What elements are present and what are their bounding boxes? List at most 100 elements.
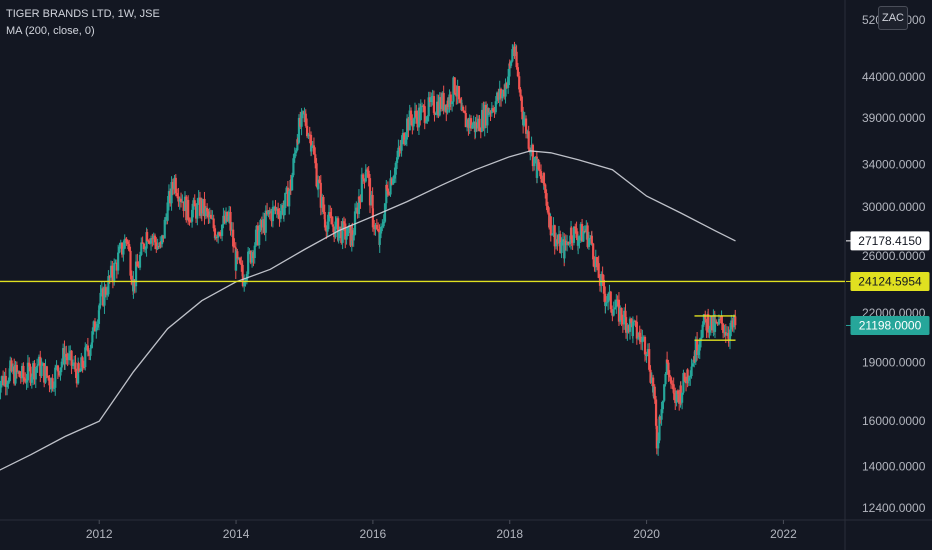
candle-body	[406, 118, 409, 133]
candle-body	[433, 112, 436, 115]
candle-body	[553, 225, 556, 247]
candle-body	[607, 293, 610, 303]
candle-body	[556, 242, 559, 244]
currency-button[interactable]: ZAC	[878, 6, 908, 30]
candle-body	[254, 229, 258, 246]
candle-body	[434, 114, 437, 116]
candle-body	[198, 197, 202, 216]
candle-body	[360, 174, 363, 202]
candle-body	[109, 265, 113, 278]
price-label-level: 24124.5954	[858, 274, 922, 288]
candle-body	[107, 276, 110, 295]
candle-body	[672, 392, 676, 394]
candle-body	[294, 150, 298, 154]
candle-body	[260, 220, 263, 228]
candle-body	[653, 386, 656, 400]
candle-body	[475, 122, 478, 129]
candle-body	[645, 354, 648, 357]
candle-body	[624, 310, 627, 318]
candle-body	[224, 211, 228, 223]
candle-body	[326, 221, 329, 232]
candle-body	[546, 205, 549, 213]
candle-body	[652, 386, 655, 393]
y-tick-label: 16000.0000	[862, 414, 926, 428]
candle-body	[306, 125, 309, 137]
candle-body	[637, 337, 640, 339]
candle-body	[147, 240, 150, 242]
candle-body	[431, 96, 434, 98]
candle-body	[549, 216, 552, 236]
candle-body	[156, 246, 159, 250]
candle-body	[119, 242, 122, 247]
candle-body	[208, 214, 211, 218]
candle-body	[67, 353, 71, 361]
candle-body	[300, 112, 303, 127]
candle-body	[657, 440, 660, 449]
candle-body	[626, 325, 629, 333]
candle-body	[415, 110, 418, 117]
candle-body	[213, 228, 217, 239]
candle-body	[218, 232, 221, 236]
y-tick-label: 14000.0000	[862, 460, 926, 474]
candle-body	[337, 218, 340, 241]
candle-body	[609, 291, 612, 310]
candle-body	[399, 148, 402, 151]
candle-body	[516, 67, 519, 77]
candle-body	[660, 409, 663, 420]
candle-body	[45, 366, 48, 376]
candle-body	[564, 240, 567, 246]
candle-body	[560, 242, 563, 253]
candle-body	[617, 299, 621, 322]
candle-body	[84, 347, 87, 368]
candle-body	[138, 254, 142, 268]
candle-body	[442, 92, 445, 111]
candle-body	[707, 313, 710, 333]
candle-body	[111, 277, 114, 282]
candle-body	[681, 392, 684, 403]
candle-body	[228, 211, 231, 217]
candle-body	[161, 235, 164, 245]
candle-body	[373, 227, 376, 230]
candle-body	[267, 210, 270, 215]
candle-body	[311, 145, 314, 147]
candle-body	[512, 46, 515, 50]
candle-body	[577, 240, 580, 246]
candle-body	[170, 182, 173, 204]
candle-body	[73, 362, 76, 366]
candle-body	[616, 299, 619, 301]
candle-body	[293, 153, 296, 159]
candle-body	[202, 198, 205, 214]
x-tick-label: 2018	[496, 527, 523, 541]
candle-body	[509, 61, 513, 66]
candle-body	[368, 178, 372, 206]
candle-body	[720, 316, 723, 324]
candle-body	[258, 230, 261, 246]
candle-body	[574, 226, 577, 229]
candle-body	[611, 312, 614, 316]
candle-body	[155, 242, 158, 250]
candle-body	[319, 182, 322, 208]
candle-body	[10, 360, 13, 372]
candle-body	[93, 321, 97, 332]
candle-body	[159, 242, 162, 248]
candle-body	[98, 305, 101, 311]
candle-body	[652, 377, 655, 393]
candle-body	[259, 220, 262, 231]
candle-body	[552, 225, 555, 235]
candle-body	[501, 89, 504, 94]
candle-body	[465, 119, 469, 128]
candle-body	[345, 236, 348, 240]
candle-body	[463, 110, 466, 114]
candle-body	[117, 252, 120, 271]
candle-body	[148, 241, 151, 244]
candle-body	[693, 356, 696, 362]
candle-body	[275, 208, 278, 211]
candle-body	[58, 371, 61, 376]
x-tick-label: 2020	[633, 527, 660, 541]
candle-body	[44, 366, 47, 383]
candle-body	[453, 77, 456, 93]
candle-body	[342, 221, 346, 224]
candle-body	[409, 110, 413, 121]
candle-body	[24, 378, 27, 383]
